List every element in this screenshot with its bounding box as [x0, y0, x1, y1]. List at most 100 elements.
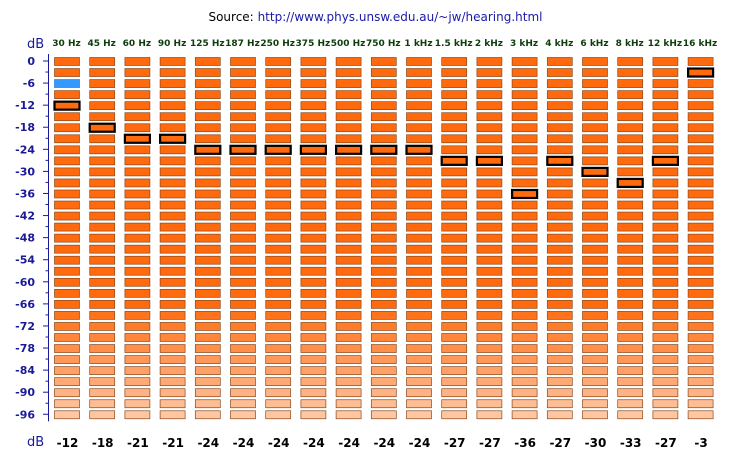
level-cell: [511, 288, 538, 298]
level-cell: [230, 123, 256, 133]
source-line: Source: http://www.phys.unsw.edu.au/~jw/…: [0, 10, 751, 24]
level-cell: [687, 222, 714, 232]
level-cell: [194, 233, 221, 243]
threshold-marker: [299, 144, 327, 155]
level-cell: [54, 68, 80, 77]
level-cell: [370, 266, 397, 276]
level-cell: [511, 388, 538, 398]
level-cell: [265, 101, 292, 111]
level-cell: [335, 266, 362, 276]
level-cell: [265, 145, 292, 155]
level-cell: [441, 145, 468, 155]
level-cell: [89, 288, 116, 298]
level-cell: [300, 178, 327, 188]
level-cell: [406, 134, 432, 144]
level-cell: [511, 410, 538, 420]
level-cell: [617, 255, 644, 265]
level-cell: [89, 90, 116, 99]
level-cell: [194, 189, 221, 199]
level-cell: [124, 322, 151, 331]
level-cell: [89, 57, 116, 66]
level-cell: [265, 189, 292, 199]
threshold-marker: [546, 155, 574, 166]
source-url[interactable]: http://www.phys.unsw.edu.au/~jw/hearing.…: [257, 10, 543, 24]
level-cell: [265, 200, 292, 210]
level-cell: [511, 68, 538, 77]
level-cell: [617, 123, 644, 133]
level-cell: [406, 112, 432, 122]
level-cell: [159, 322, 186, 331]
level-cell: [617, 167, 644, 177]
level-cell: [300, 277, 327, 287]
level-cell: [124, 167, 151, 177]
level-cell: [652, 167, 679, 177]
level-cell: [511, 366, 538, 375]
level-cell: [441, 156, 468, 166]
level-cell: [511, 112, 538, 122]
level-cell: [687, 211, 714, 221]
level-cell: [335, 344, 362, 353]
level-cell: [652, 322, 679, 331]
level-cell: [617, 277, 644, 287]
level-cell: [687, 233, 714, 243]
level-cell: [582, 57, 608, 66]
level-cell: [406, 200, 432, 210]
level-cell: [265, 333, 292, 342]
level-cell: [617, 399, 644, 409]
level-cell: [265, 79, 292, 88]
threshold-marker: [229, 144, 257, 155]
level-cell: [476, 101, 503, 111]
level-cell: [194, 344, 221, 353]
level-cell: [476, 211, 503, 221]
frequency-label: 6 kHz: [580, 39, 608, 49]
level-cell: [124, 244, 151, 254]
level-cell: [370, 255, 397, 265]
level-cell: [124, 200, 151, 210]
level-cell: [265, 344, 292, 353]
level-cell: [265, 288, 292, 298]
level-cell: [582, 123, 608, 133]
level-cell: [265, 222, 292, 232]
frequency-label: 3 kHz: [510, 39, 538, 49]
level-cell: [652, 344, 679, 353]
level-cell: [300, 189, 327, 199]
level-cell: [546, 288, 573, 298]
level-cell: [124, 57, 151, 66]
level-cell: [476, 167, 503, 177]
level-cell: [511, 266, 538, 276]
level-cell: [441, 68, 468, 77]
level-cell: [194, 333, 221, 342]
level-cell: [89, 167, 116, 177]
frequency-label: 16 kHz: [683, 39, 717, 49]
level-cell: [194, 79, 221, 88]
threshold-value-label: -36: [514, 436, 536, 450]
level-cell: [511, 101, 538, 111]
level-cell: [370, 333, 397, 342]
level-cell: [652, 311, 679, 320]
level-cell: [194, 134, 221, 144]
level-cell: [652, 300, 679, 309]
level-cell: [335, 366, 362, 375]
level-cell: [617, 366, 644, 375]
level-cell: [230, 377, 256, 387]
level-cell: [441, 288, 468, 298]
level-cell: [546, 90, 573, 99]
level-cell: [406, 366, 432, 375]
level-cell: [617, 355, 644, 364]
level-cell: [265, 167, 292, 177]
level-cell: [546, 68, 573, 77]
level-cell: [441, 123, 468, 133]
level-cell: [265, 211, 292, 221]
level-cell: [406, 344, 432, 353]
level-cell: [617, 101, 644, 111]
level-cell: [124, 366, 151, 375]
level-cell: [476, 244, 503, 254]
level-cell: [335, 79, 362, 88]
level-cell: [511, 311, 538, 320]
level-cell: [159, 255, 186, 265]
level-cell: [511, 57, 538, 66]
level-cell: [370, 101, 397, 111]
level-cell: [230, 200, 256, 210]
source-label: Source:: [208, 10, 254, 24]
level-cell: [617, 222, 644, 232]
